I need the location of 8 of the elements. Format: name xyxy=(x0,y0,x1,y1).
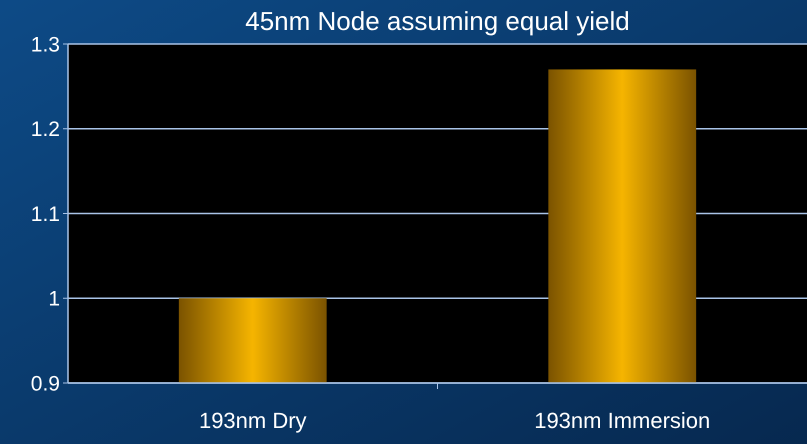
y-tick-label: 0.9 xyxy=(30,372,60,396)
y-tick-label: 1.1 xyxy=(30,202,60,226)
x-tick-label: 193nm Dry xyxy=(198,408,307,433)
chart-title: 45nm Node assuming equal yield xyxy=(245,6,630,36)
y-tick-label: 1.2 xyxy=(30,118,60,142)
y-tick-label: 1 xyxy=(48,288,60,311)
y-tick-label: 1.3 xyxy=(30,33,60,56)
x-tick-label: 193nm Immersion xyxy=(534,408,710,433)
